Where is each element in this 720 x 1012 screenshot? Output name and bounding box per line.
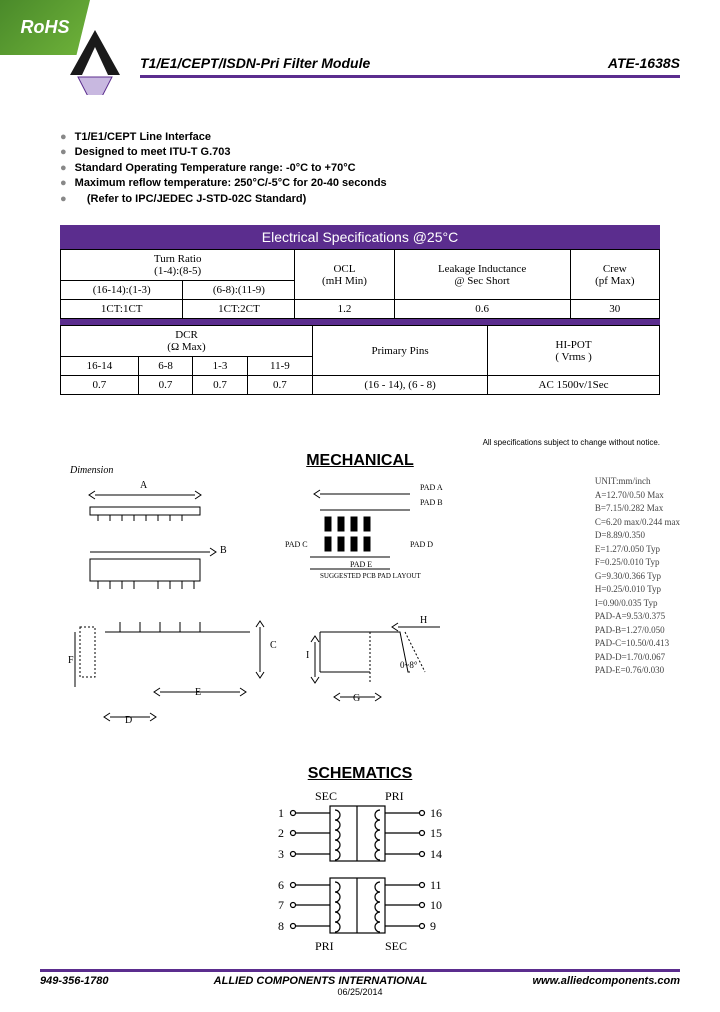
lbl-I: I	[306, 650, 309, 661]
bullet: T1/E1/CEPT Line Interface	[60, 130, 387, 145]
lbl-padlayout: SUGGESTED PCB PAD LAYOUT	[320, 572, 421, 580]
th: HI-POT ( Vrms )	[488, 326, 660, 376]
footer-phone: 949-356-1780	[40, 975, 109, 987]
td: (6-8):(11-9)	[183, 281, 295, 300]
bullet: Standard Operating Temperature range: -0…	[60, 161, 387, 176]
spec-table-2: DCR (Ω Max) Primary Pins HI-POT ( Vrms )…	[60, 325, 660, 395]
td: AC 1500v/1Sec	[488, 376, 660, 395]
td: 1CT:2CT	[183, 300, 295, 319]
svg-text:7: 7	[278, 898, 284, 912]
dim: PAD-D=1.70/0.067	[595, 651, 680, 665]
spec-table-1: Turn Ratio (1-4):(8-5) OCL (mH Min) Leak…	[60, 249, 660, 319]
schematics-section: SCHEMATICS SEC PRI 1 2 3 16 15 14	[0, 760, 720, 961]
dim: H=0.25/0.010 Typ	[595, 583, 680, 597]
mechanical-section: Dimension	[60, 465, 680, 745]
dim: F=0.25/0.010 Typ	[595, 556, 680, 570]
th: Primary Pins	[313, 326, 488, 376]
dim: PAD-B=1.27/0.050	[595, 624, 680, 638]
td: 1.2	[295, 300, 394, 319]
td: 0.6	[394, 300, 570, 319]
lbl-F: F	[68, 655, 74, 666]
bullet: Maximum reflow temperature: 250°C/-5°C f…	[60, 176, 387, 191]
th: OCL (mH Min)	[295, 250, 394, 300]
svg-text:SEC: SEC	[385, 939, 407, 953]
schematics-header: SCHEMATICS	[0, 765, 720, 783]
part-number: ATE-1638S	[608, 55, 680, 71]
svg-text:15: 15	[430, 826, 442, 840]
svg-text:3: 3	[278, 847, 284, 861]
dimension-label: Dimension	[70, 465, 113, 476]
bullet: (Refer to IPC/JEDEC J-STD-02C Standard)	[60, 192, 387, 207]
dim: I=0.90/0.035 Typ	[595, 597, 680, 611]
td: 0.7	[61, 376, 139, 395]
lbl-padD: PAD D	[410, 540, 433, 549]
doc-title: T1/E1/CEPT/ISDN-Pri Filter Module	[140, 55, 370, 71]
svg-text:6: 6	[278, 878, 284, 892]
notice: All specifications subject to change wit…	[0, 438, 720, 447]
dim: G=9.30/0.366 Typ	[595, 570, 680, 584]
svg-text:14: 14	[430, 847, 442, 861]
lbl-padE: PAD E	[350, 560, 372, 569]
bullet: Designed to meet ITU-T G.703	[60, 145, 387, 160]
dim: B=7.15/0.282 Max	[595, 502, 680, 516]
dim: PAD-C=10.50/0.413	[595, 637, 680, 651]
dim: UNIT:mm/inch	[595, 475, 680, 489]
dim: A=12.70/0.50 Max	[595, 489, 680, 503]
td: 0.7	[247, 376, 312, 395]
td: 1CT:1CT	[61, 300, 183, 319]
spec-section: Electrical Specifications @25°C Turn Rat…	[60, 225, 660, 395]
schematic-drawing: SEC PRI 1 2 3 16 15 14	[230, 788, 490, 958]
td: 1-3	[193, 357, 247, 376]
td: 0.7	[193, 376, 247, 395]
svg-text:11: 11	[430, 878, 442, 892]
dim: C=6.20 max/0.244 max	[595, 516, 680, 530]
lbl-padA: PAD A	[420, 483, 443, 492]
footer-url: www.alliedcomponents.com	[532, 975, 680, 987]
footer-company: ALLIED COMPONENTS INTERNATIONAL	[214, 975, 428, 987]
lbl-B: B	[220, 545, 227, 556]
spec-title: Electrical Specifications @25°C	[60, 225, 660, 249]
lbl-padB: PAD B	[420, 498, 443, 507]
dim: D=8.89/0.350	[595, 529, 680, 543]
footer-date: 06/25/2014	[40, 987, 680, 997]
lbl-G: G	[353, 693, 360, 704]
td: 30	[570, 300, 659, 319]
svg-text:16: 16	[430, 806, 442, 820]
dim: PAD-A=9.53/0.375	[595, 610, 680, 624]
sec-label: SEC	[315, 789, 337, 803]
footer: 949-356-1780 ALLIED COMPONENTS INTERNATI…	[40, 969, 680, 997]
dim: E=1.27/0.050 Typ	[595, 543, 680, 557]
th: Crew (pf Max)	[570, 250, 659, 300]
svg-text:9: 9	[430, 919, 436, 933]
pri-label: PRI	[385, 789, 404, 803]
td: 6-8	[138, 357, 192, 376]
dim: PAD-E=0.76/0.030	[595, 664, 680, 678]
lbl-E: E	[195, 687, 201, 698]
mechanical-drawing	[60, 477, 510, 752]
th: DCR (Ω Max)	[61, 326, 313, 357]
svg-text:2: 2	[278, 826, 284, 840]
feature-list: T1/E1/CEPT Line Interface Designed to me…	[60, 130, 387, 207]
th: Leakage Inductance @ Sec Short	[394, 250, 570, 300]
svg-text:8: 8	[278, 919, 284, 933]
lbl-C: C	[270, 640, 277, 651]
td: (16-14):(1-3)	[61, 281, 183, 300]
svg-text:1: 1	[278, 806, 284, 820]
dimension-list: UNIT:mm/inch A=12.70/0.50 Max B=7.15/0.2…	[595, 475, 680, 678]
svg-text:PRI: PRI	[315, 939, 334, 953]
td: 0.7	[138, 376, 192, 395]
lbl-A: A	[140, 480, 147, 491]
lbl-padC: PAD C	[285, 540, 308, 549]
lbl-D: D	[125, 715, 132, 726]
header: T1/E1/CEPT/ISDN-Pri Filter Module ATE-16…	[140, 55, 680, 78]
svg-text:10: 10	[430, 898, 442, 912]
th: Turn Ratio (1-4):(8-5)	[61, 250, 295, 281]
lbl-angle: 0~8°	[400, 660, 417, 670]
lbl-H: H	[420, 615, 427, 626]
td: (16 - 14), (6 - 8)	[313, 376, 488, 395]
td: 11-9	[247, 357, 312, 376]
td: 16-14	[61, 357, 139, 376]
company-logo	[60, 25, 130, 95]
